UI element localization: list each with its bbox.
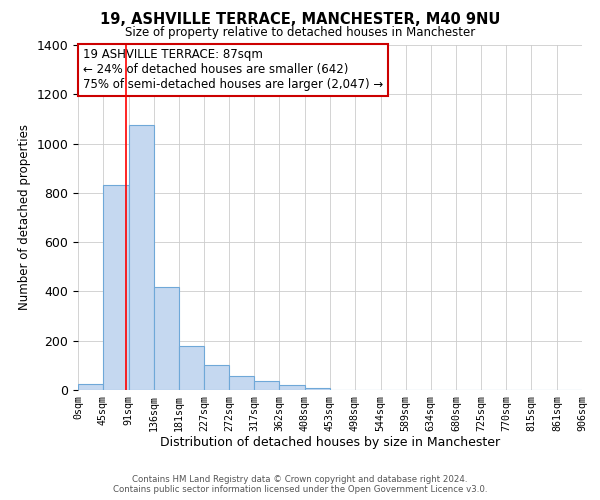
Bar	[305, 388, 330, 390]
Text: 19, ASHVILLE TERRACE, MANCHESTER, M40 9NU: 19, ASHVILLE TERRACE, MANCHESTER, M40 9N…	[100, 12, 500, 28]
Bar	[128, 125, 154, 390]
Text: 19 ASHVILLE TERRACE: 87sqm
← 24% of detached houses are smaller (642)
75% of sem: 19 ASHVILLE TERRACE: 87sqm ← 24% of deta…	[83, 48, 383, 92]
Bar	[280, 384, 305, 390]
Text: Size of property relative to detached houses in Manchester: Size of property relative to detached ho…	[125, 26, 475, 39]
Bar	[179, 346, 204, 390]
Y-axis label: Number of detached properties: Number of detached properties	[18, 124, 31, 310]
Bar	[154, 286, 179, 390]
X-axis label: Distribution of detached houses by size in Manchester: Distribution of detached houses by size …	[160, 436, 500, 450]
Bar	[78, 384, 103, 390]
Bar	[229, 376, 254, 390]
Bar	[103, 186, 128, 390]
Bar	[254, 380, 280, 390]
Bar	[204, 366, 229, 390]
Text: Contains HM Land Registry data © Crown copyright and database right 2024.
Contai: Contains HM Land Registry data © Crown c…	[113, 474, 487, 494]
